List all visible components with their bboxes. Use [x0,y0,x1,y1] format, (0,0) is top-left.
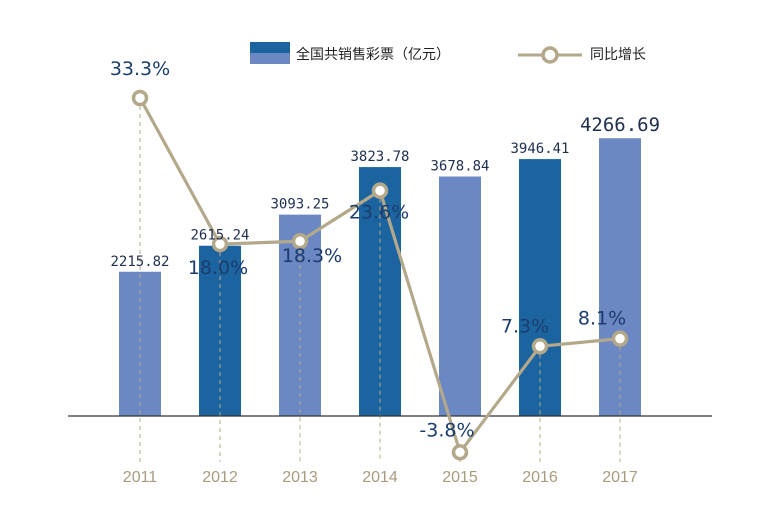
growth-marker-2016 [531,338,549,355]
growth-marker-2014 [371,182,389,199]
legend-line-label: 同比增长 [590,47,646,63]
year-label-2011: 2011 [123,469,158,486]
bar-label-2013: 3093.25 [270,197,329,213]
growth-marker-2013 [291,232,309,250]
legend-bar-swatch-bottom [250,53,290,64]
bar-label-2012: 2615.24 [190,228,249,244]
year-label-2016: 2016 [522,469,558,486]
growth-label-2013: 18.3% [282,245,342,267]
growth-marker-2012 [211,235,229,253]
legend-bar-swatch-top [250,42,290,53]
bar-2017 [599,138,641,417]
legend-bar-label: 全国共销售彩票（亿元） [296,46,450,63]
year-label-2013: 2013 [282,469,318,486]
x-axis-ticks: 2011 2012 2013 2014 2015 2016 2017 [123,469,638,486]
legend: 全国共销售彩票（亿元） 同比增长 [250,42,646,64]
growth-marker-2017 [611,330,629,347]
year-label-2014: 2014 [362,469,398,486]
legend-line-entry: 同比增长 [518,46,646,64]
legend-bar-entry: 全国共销售彩票（亿元） [250,42,450,64]
line-series [131,89,629,461]
growth-marker-2011 [131,89,149,107]
growth-label-2016: 7.3% [501,315,549,337]
bar-2015 [439,176,481,416]
growth-label-2011: 33.3% [110,58,170,80]
bar-label-2014: 3823.78 [350,149,409,165]
growth-label-2017: 8.1% [578,308,626,330]
year-label-2012: 2012 [202,469,238,486]
growth-label-2014: 23.6% [349,202,409,224]
bar-2016 [519,159,561,416]
bar-label-2017: 4266.69 [580,114,660,136]
growth-label-2015: -3.8% [419,419,474,441]
year-label-2017: 2017 [602,469,638,486]
bar-2011 [119,271,161,416]
data-labels: 2215.82 2615.24 3093.25 3823.78 3678.84 3946.… [110,58,660,441]
bar-label-2011: 2215.82 [110,254,169,270]
bar-2012 [199,245,241,416]
legend-line-marker [541,46,559,64]
growth-label-2012: 18.0% [188,257,248,279]
year-label-2015: 2015 [442,469,478,486]
growth-marker-2015 [451,444,469,461]
bar-label-2016: 3946.41 [510,141,569,157]
bar-label-2015: 3678.84 [430,159,489,175]
